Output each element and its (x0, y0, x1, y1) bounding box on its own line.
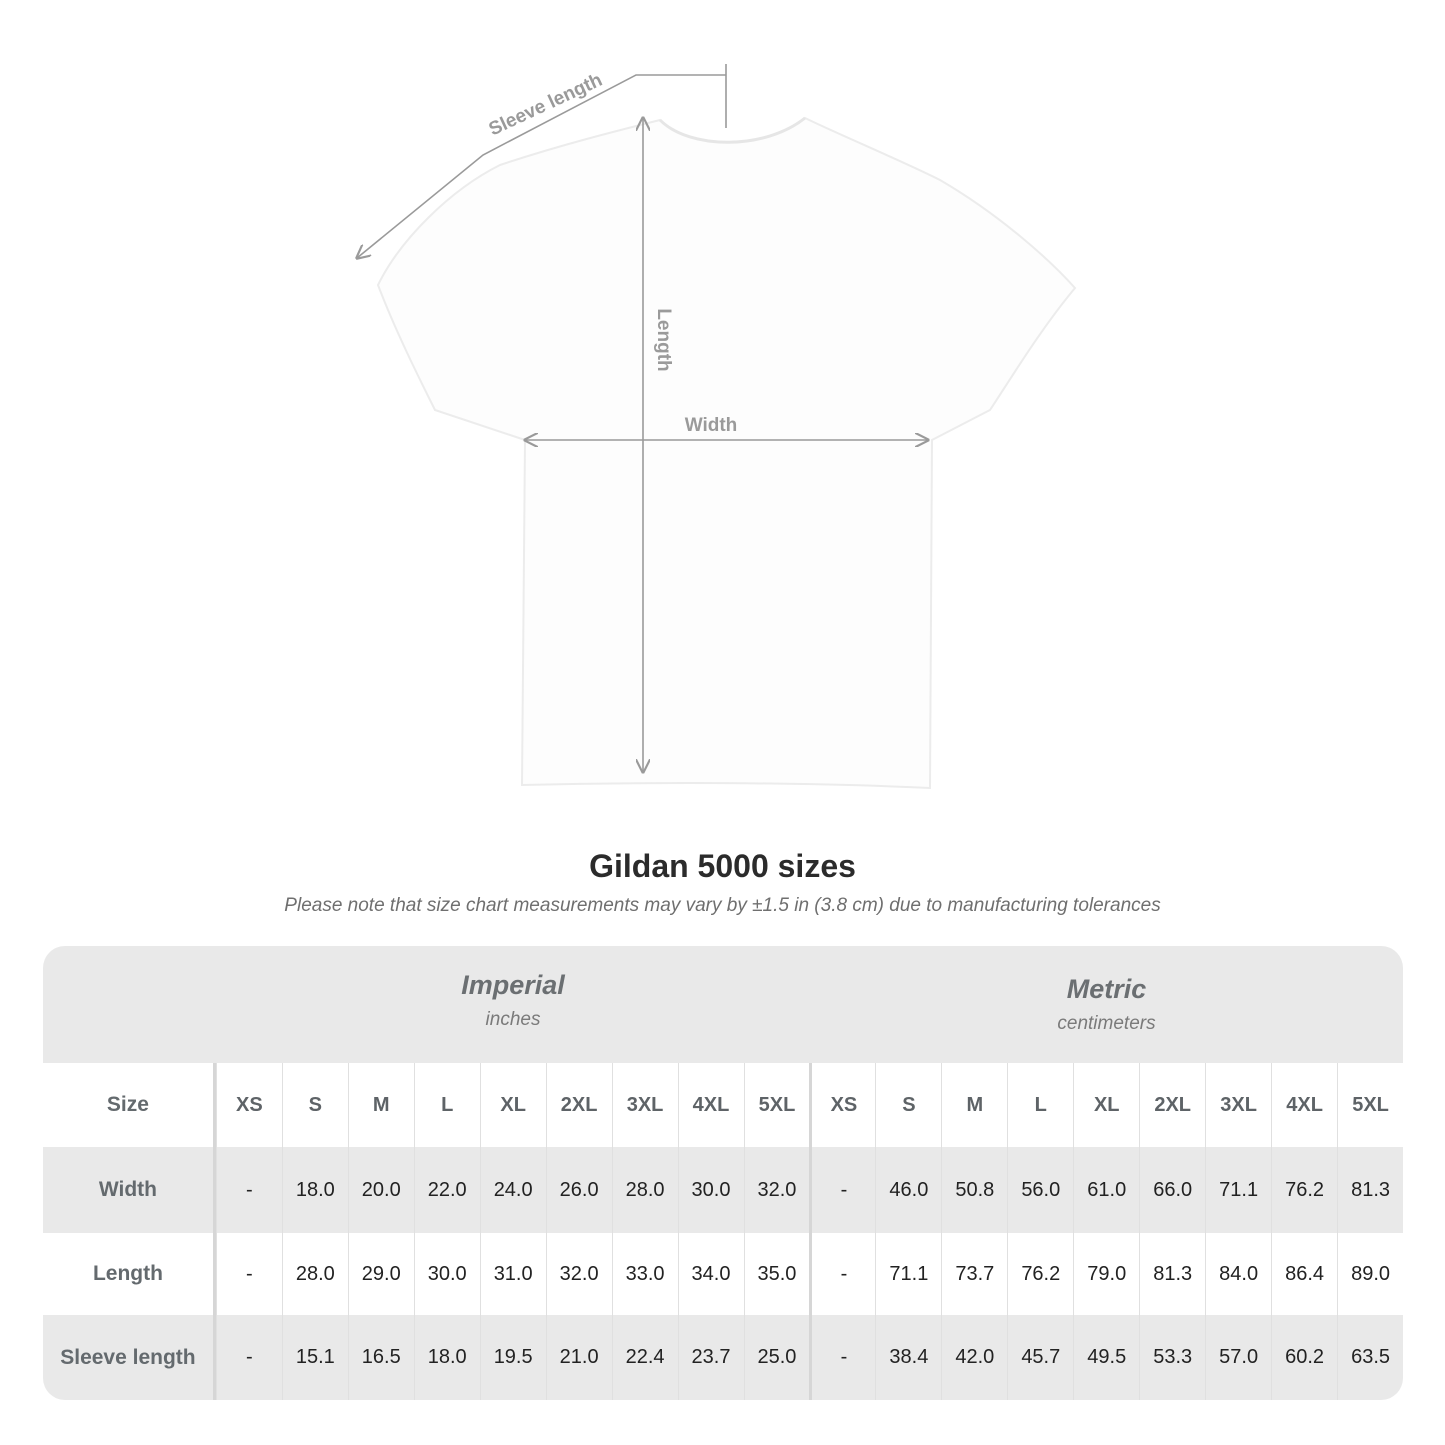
row-label: Length (43, 1233, 216, 1315)
size-header-imperial: XL (479, 1063, 546, 1147)
size-header-metric: 3XL (1205, 1063, 1271, 1147)
cell-metric: 49.5 (1073, 1315, 1139, 1400)
row-label: Width (43, 1147, 216, 1233)
cell-imperial: 23.7 (677, 1315, 744, 1400)
cell-metric: 79.0 (1073, 1233, 1139, 1315)
cell-imperial: 30.0 (677, 1147, 744, 1233)
cell-metric: 57.0 (1205, 1315, 1271, 1400)
cell-metric: 86.4 (1271, 1233, 1337, 1315)
cell-imperial: 34.0 (677, 1233, 744, 1315)
cell-metric: 81.3 (1337, 1147, 1403, 1233)
table-row: Length -28.0 29.0 30.0 31.0 32.0 33.0 34.0 35.0-… (43, 1233, 1403, 1315)
size-header-imperial: L (413, 1063, 480, 1147)
cell-metric: 45.7 (1007, 1315, 1073, 1400)
cell-metric: 71.1 (875, 1233, 941, 1315)
cell-metric: 42.0 (941, 1315, 1007, 1400)
size-table: Imperial inches Metric centimeters Size X… (43, 946, 1403, 1400)
cell-imperial: 22.4 (611, 1315, 678, 1400)
cell-metric: - (809, 1315, 875, 1400)
table-row: Width -18.0 20.0 22.0 24.0 26.0 28.0 30.0 32.0-4… (43, 1147, 1403, 1233)
imperial-title: Imperial (461, 970, 565, 1000)
size-header-metric: L (1007, 1063, 1073, 1147)
cell-metric: 56.0 (1007, 1147, 1073, 1233)
cell-imperial: 30.0 (413, 1233, 480, 1315)
cell-metric: 84.0 (1205, 1233, 1271, 1315)
cell-imperial: 26.0 (545, 1147, 612, 1233)
cell-imperial: 15.1 (281, 1315, 348, 1400)
cell-metric: - (809, 1147, 875, 1233)
cell-imperial: 25.0 (743, 1315, 810, 1400)
size-header-metric: 5XL (1337, 1063, 1403, 1147)
cell-imperial: 18.0 (413, 1315, 480, 1400)
size-header-imperial: 5XL (743, 1063, 810, 1147)
cell-imperial: 24.0 (479, 1147, 546, 1233)
cell-imperial: 32.0 (743, 1147, 810, 1233)
size-header-imperial: M (347, 1063, 414, 1147)
cell-imperial: 18.0 (281, 1147, 348, 1233)
cell-metric: 63.5 (1337, 1315, 1403, 1400)
cell-metric: 66.0 (1139, 1147, 1205, 1233)
size-header-imperial: 4XL (677, 1063, 744, 1147)
size-header-imperial: S (281, 1063, 348, 1147)
size-header-imperial: XS (215, 1063, 282, 1147)
size-header-metric: XL (1073, 1063, 1139, 1147)
size-header-metric: S (875, 1063, 941, 1147)
metric-title: Metric (1066, 974, 1147, 1004)
cell-imperial: 28.0 (281, 1233, 348, 1315)
cell-metric: 76.2 (1271, 1147, 1337, 1233)
size-label: Size (43, 1063, 216, 1147)
cell-metric: 38.4 (875, 1315, 941, 1400)
metric-unit: centimeters (1057, 1013, 1156, 1034)
cell-metric: 61.0 (1073, 1147, 1139, 1233)
tshirt-shape (376, 116, 1077, 790)
cell-imperial: 33.0 (611, 1233, 678, 1315)
sleeve-length-label: Sleeve length (486, 70, 606, 141)
cell-imperial: 28.0 (611, 1147, 678, 1233)
tshirt-diagram: Sleeve length Length Width (0, 64, 1077, 790)
cell-imperial: 16.5 (347, 1315, 414, 1400)
sleeve-measure-line (357, 64, 727, 258)
size-header-imperial: 2XL (545, 1063, 612, 1147)
cell-metric: 60.2 (1271, 1315, 1337, 1400)
size-header-metric: M (941, 1063, 1007, 1147)
imperial-header: Imperial inches (216, 970, 810, 1087)
cell-imperial: 29.0 (347, 1233, 414, 1315)
cell-metric: 73.7 (941, 1233, 1007, 1315)
metric-header: Metric centimeters (810, 974, 1403, 1091)
cell-metric: 81.3 (1139, 1233, 1205, 1315)
cell-metric: 76.2 (1007, 1233, 1073, 1315)
cell-imperial: 22.0 (413, 1147, 480, 1233)
cell-imperial: 21.0 (545, 1315, 612, 1400)
size-header-metric: 2XL (1139, 1063, 1205, 1147)
cell-imperial: - (215, 1147, 282, 1233)
cell-imperial: 32.0 (545, 1233, 612, 1315)
cell-imperial: 35.0 (743, 1233, 810, 1315)
cell-metric: 46.0 (875, 1147, 941, 1233)
size-header-imperial: 3XL (611, 1063, 678, 1147)
tolerance-note: Please note that size chart measurements… (284, 895, 1161, 916)
cell-metric: 71.1 (1205, 1147, 1271, 1233)
cell-metric: 53.3 (1139, 1315, 1205, 1400)
cell-imperial: 20.0 (347, 1147, 414, 1233)
size-header-metric: XS (809, 1063, 875, 1147)
cell-imperial: 31.0 (479, 1233, 546, 1315)
width-label: Width (685, 415, 738, 436)
length-label: Length (653, 308, 674, 371)
row-label: Sleeve length (43, 1315, 216, 1400)
cell-imperial: 19.5 (479, 1315, 546, 1400)
cell-metric: 89.0 (1337, 1233, 1403, 1315)
cell-imperial: - (215, 1315, 282, 1400)
table-row: Sleeve length -15.1 16.5 18.0 19.5 21.0 22.4 23… (43, 1315, 1403, 1400)
size-header-metric: 4XL (1271, 1063, 1337, 1147)
imperial-unit: inches (485, 1009, 541, 1030)
size-header-row: Size XS S M L XL 2XL 3XL 4XL 5XL XS S M L XL 2XL 3XL 4XL 5… (43, 1063, 1403, 1147)
cell-metric: - (809, 1233, 875, 1315)
cell-metric: 50.8 (941, 1147, 1007, 1233)
page-title: Gildan 5000 sizes (589, 848, 856, 884)
cell-imperial: - (215, 1233, 282, 1315)
